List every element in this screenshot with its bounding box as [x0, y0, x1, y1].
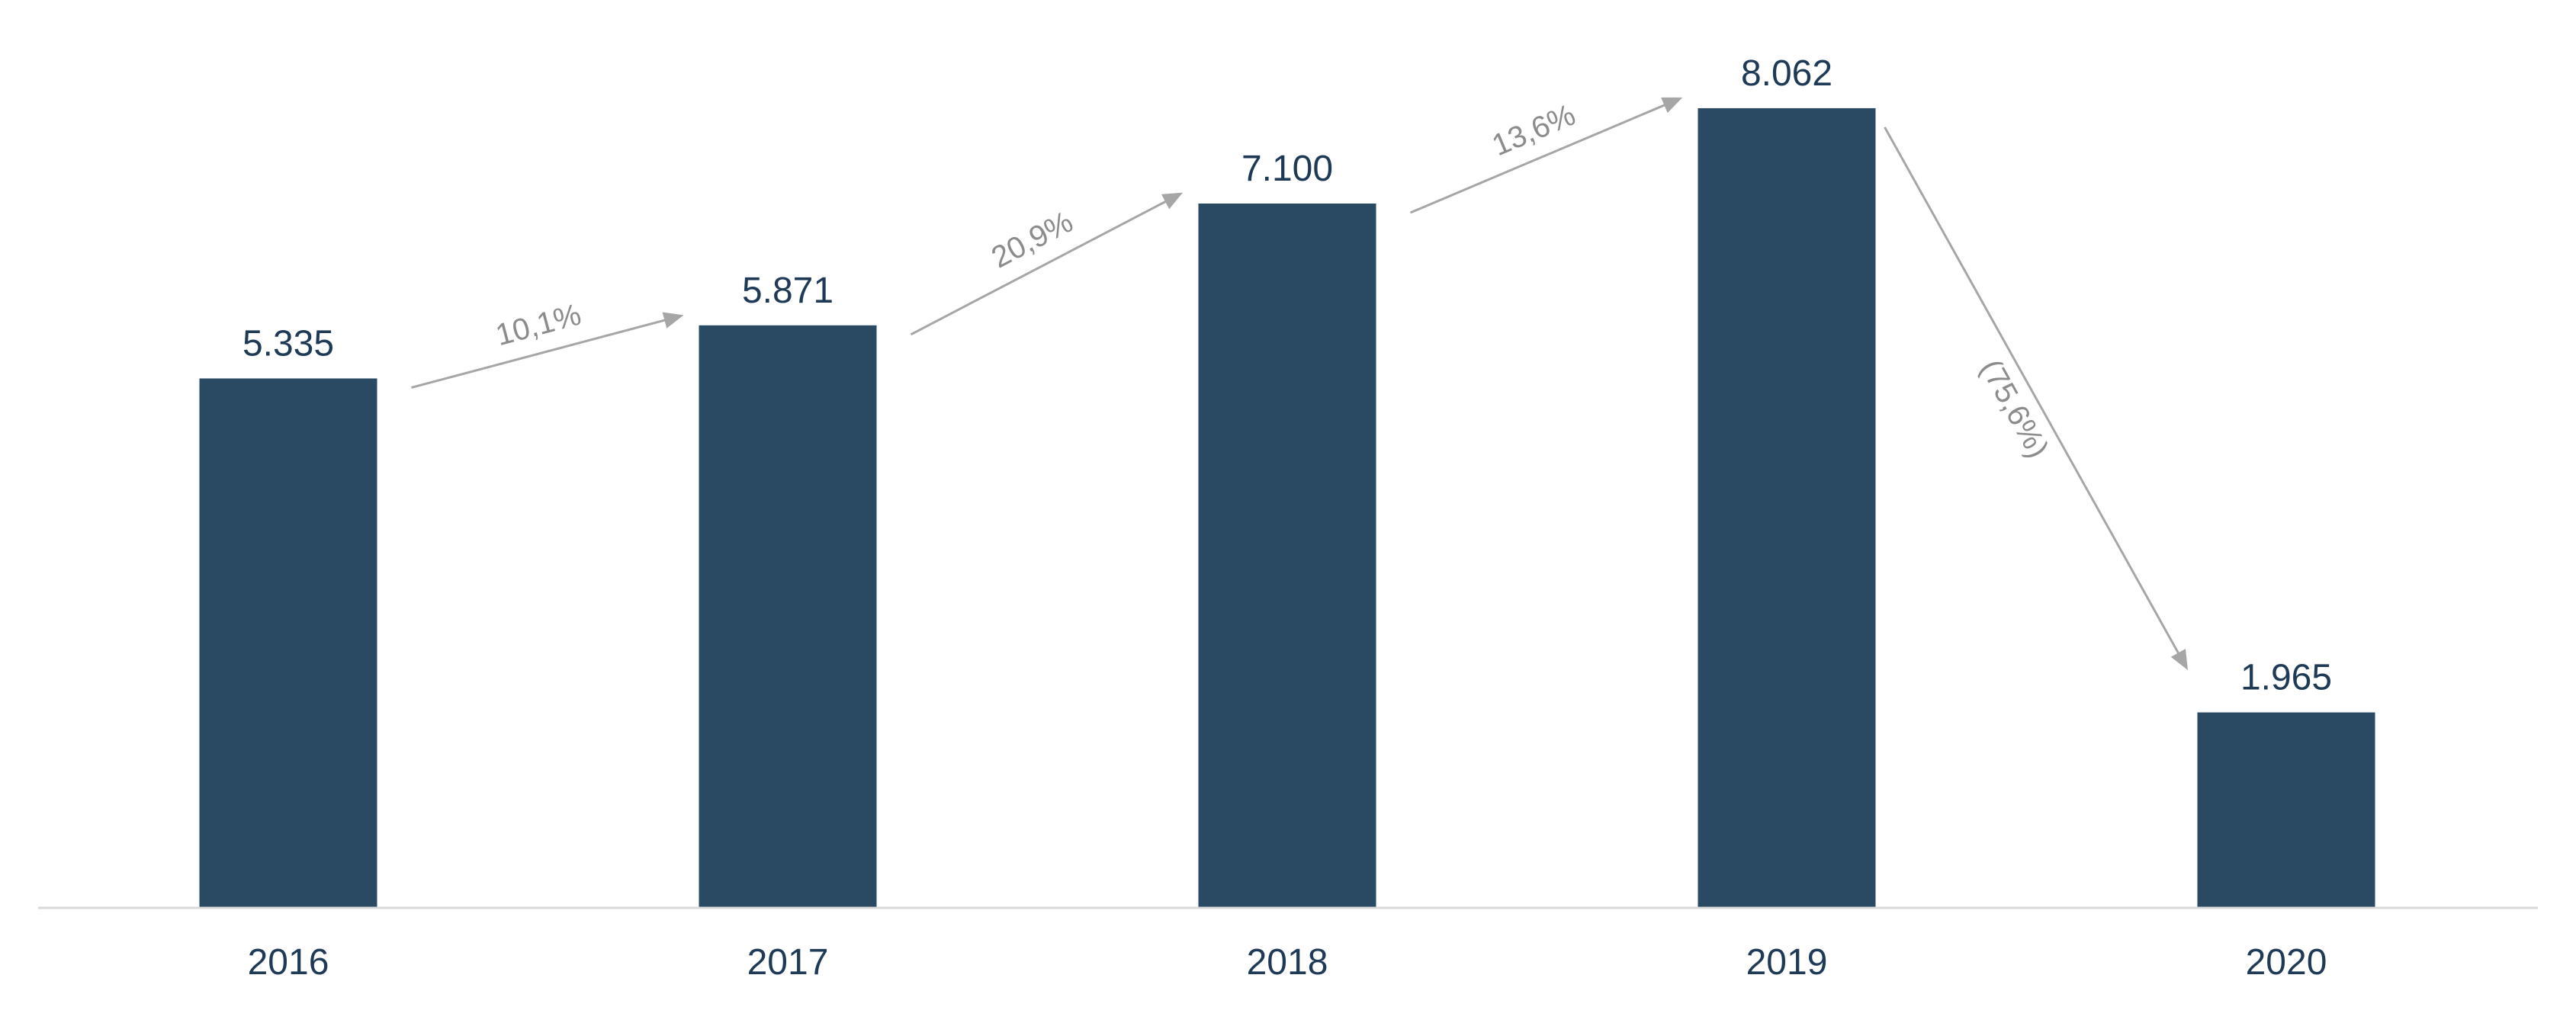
growth-arrow-2016-2017: [411, 312, 684, 389]
x-tick-label-2018: 2018: [1247, 942, 1328, 983]
bar-2017: [699, 325, 877, 907]
bars-layer: [199, 107, 2375, 908]
data-label-2019: 8.062: [1741, 53, 1832, 94]
x-tick-label-2016: 2016: [248, 942, 329, 983]
growth-arrow-2019-2020: [1884, 127, 2189, 671]
bar-2018: [1198, 204, 1376, 907]
growth-label-2018-2019: 13,6%: [1487, 98, 1580, 163]
x-tick-label-2019: 2019: [1746, 942, 1828, 983]
labels-layer: 5.335 2016 5.871 2017 7.100 2018 8.062 2019 1.96…: [243, 53, 2332, 983]
x-tick-label-2020: 2020: [2246, 942, 2327, 983]
bar-2020: [2197, 712, 2375, 907]
x-tick-label-2017: 2017: [747, 942, 829, 983]
data-label-2020: 1.965: [2240, 658, 2332, 698]
data-label-2016: 5.335: [243, 323, 334, 364]
growth-label-2017-2018: 20,9%: [986, 205, 1078, 274]
growth-arrow-2018-2019: [1409, 97, 1683, 214]
data-label-2017: 5.871: [742, 271, 834, 311]
data-label-2018: 7.100: [1241, 149, 1333, 189]
growth-arrow-2017-2018: [910, 192, 1184, 336]
bar-2019: [1698, 107, 1876, 908]
bar-2016: [199, 378, 377, 907]
